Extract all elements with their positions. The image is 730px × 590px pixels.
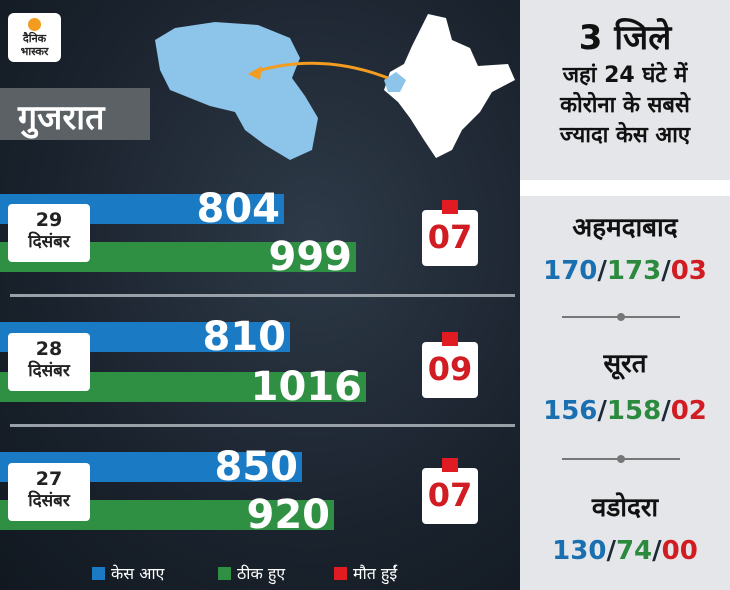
district-cases: 130 [552,536,607,566]
district-cases: 156 [543,396,598,426]
india-map-icon [384,14,515,158]
date-box: 29 दिसंबर [8,204,90,262]
recovered-value: 1016 [250,364,362,410]
arrow-icon [253,61,389,80]
panel-divider [520,180,730,196]
legend-cases: केस आए [92,562,164,584]
date-day: 27 [35,468,63,490]
deaths-value: 07 [427,476,473,514]
cases-bar: 810 [0,314,290,360]
panel-subtitle-3: ज्यादा केस आए [559,123,691,148]
district-name: अहमदाबाद [572,213,678,243]
date-box: 28 दिसंबर [8,333,90,391]
district-stats: 170/173/03 [543,256,707,286]
legend-cases-label: केस आए [111,564,165,583]
date-month: दिसंबर [28,361,70,381]
panel-subtitle-2: कोरोना के सबसे [560,93,690,118]
deaths-box: 09 [422,332,478,398]
deaths-value: 09 [427,350,473,388]
legend-swatch-icon [334,567,347,580]
brand-line1: दैनिक [22,32,47,45]
district-cases: 170 [543,256,598,286]
date-day: 28 [35,338,63,360]
flag-icon [442,332,458,346]
row-separator [10,424,515,427]
recovered-value: 999 [268,234,353,280]
cases-value: 804 [196,186,281,232]
legend-swatch-icon [92,567,105,580]
state-label: गुजरात [18,98,105,138]
deaths-box: 07 [422,458,478,524]
district-name: सूरत [603,349,647,379]
district-deaths: 03 [670,256,707,286]
district-deaths: 02 [670,396,707,426]
flag-icon [442,458,458,472]
district-recovered: 158 [606,396,662,426]
sun-icon [28,18,41,31]
district-stats: 156/158/02 [543,396,707,426]
brand-line2: भास्कर [20,45,49,58]
arrowhead-icon [248,66,262,80]
separator-dot-icon [617,313,625,321]
legend-recovered-label: ठीक हुए [237,564,286,583]
flag-icon [442,200,458,214]
district-deaths: 00 [661,536,698,566]
deaths-box: 07 [422,200,478,266]
row-separator [10,294,515,297]
district-panel [520,0,730,590]
legend-deaths-label: मौत हुईं [353,564,398,583]
gujarat-map-icon [155,22,318,160]
gujarat-highlight-icon [384,72,406,92]
cases-value: 810 [202,314,287,360]
cases-value: 850 [214,444,299,490]
brand-logo: दैनिक भास्कर [8,13,61,62]
legend-deaths: मौत हुईं [334,562,397,584]
map-illustration [155,14,515,160]
separator-dot-icon [617,455,625,463]
deaths-value: 07 [427,218,473,256]
date-month: दिसंबर [28,232,70,252]
district-name: वडोदरा [591,493,659,523]
district-stats: 130/74/00 [552,536,698,566]
panel-subtitle-1: जहां 24 घंटे में [562,63,688,88]
panel-title: 3 जिले [578,18,672,58]
state-label-box [0,88,150,140]
date-month: दिसंबर [28,491,70,511]
legend-recovered: ठीक हुए [218,562,285,584]
legend-swatch-icon [218,567,231,580]
district-recovered: 173 [606,256,662,286]
date-day: 29 [35,209,63,231]
date-box: 27 दिसंबर [8,463,90,521]
recovered-value: 920 [246,492,331,538]
district-recovered: 74 [615,536,653,566]
